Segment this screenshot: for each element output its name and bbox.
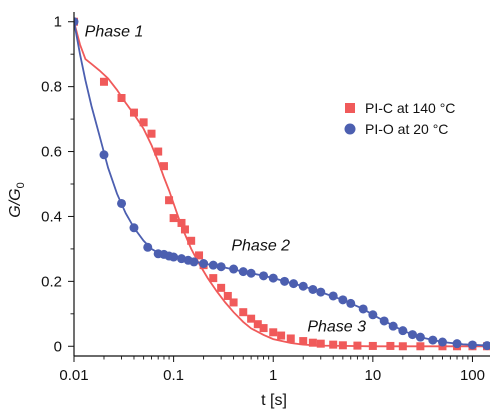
data-point-square (229, 298, 238, 307)
legend-marker-circle (344, 123, 356, 135)
y-axis-title-sub: 0 (15, 182, 27, 188)
data-point-square (316, 339, 325, 348)
data-point-square (165, 196, 174, 205)
y-tick-label: 0 (54, 338, 62, 355)
data-point-square (147, 129, 156, 138)
data-point-square (129, 108, 138, 117)
series-layer (74, 17, 490, 351)
y-tick-label: 0.8 (41, 79, 62, 96)
legend: PI-C at 140 °C PI-O at 20 °C (344, 100, 455, 137)
fit-curve (74, 21, 490, 347)
data-point-square (99, 77, 108, 86)
data-point-circle (143, 242, 153, 252)
axes-layer: 0.01 0.1 1 10 100 0 0.2 0.4 0.6 0.8 1 (41, 12, 490, 384)
x-tick-label: 0.01 (59, 367, 88, 384)
x-tick-label: 10 (365, 367, 382, 384)
data-point-square (223, 291, 232, 300)
series-1 (74, 17, 490, 351)
data-point-square (329, 340, 338, 349)
y-tick-label: 0.4 (41, 208, 62, 225)
legend-label-series-1: PI-C at 140 °C (365, 100, 455, 116)
x-axis-title: t [s] (261, 392, 287, 409)
y-tick-label: 1 (54, 14, 62, 31)
data-point-square (154, 147, 163, 156)
y-axis-title-main: G/G (7, 188, 24, 217)
data-point-square (253, 320, 262, 329)
data-point-square (259, 324, 268, 333)
data-point-square (159, 162, 168, 171)
data-point-square (195, 251, 204, 260)
data-point-square (177, 218, 186, 227)
phase-annotation: Phase 2 (231, 238, 290, 255)
data-point-square (299, 337, 308, 346)
data-point-square (277, 331, 286, 340)
y-tick-label: 0.2 (41, 273, 62, 290)
data-point-square (269, 328, 278, 337)
phase-annotation: Phase 1 (85, 23, 144, 40)
data-point-square (209, 274, 218, 283)
data-point-square (239, 308, 248, 317)
x-tick-label: 1 (269, 367, 277, 384)
data-point-square (308, 338, 317, 347)
data-point-square (180, 225, 189, 234)
series-2 (74, 17, 490, 351)
annotation-layer: Phase 1 Phase 2 Phase 3 (85, 23, 366, 335)
legend-label-series-2: PI-O at 20 °C (365, 121, 448, 137)
phase-annotation: Phase 3 (307, 319, 366, 336)
data-point-square (286, 334, 295, 343)
legend-marker-square (345, 103, 355, 113)
data-point-square (187, 236, 196, 245)
y-axis-title: G/G0 (7, 182, 27, 217)
x-tick-label: 100 (460, 367, 485, 384)
data-point-square (139, 118, 148, 127)
y-tick-label: 0.6 (41, 144, 62, 161)
x-tick-label: 0.1 (163, 367, 184, 384)
fit-curve (74, 21, 490, 348)
data-point-square (169, 214, 178, 223)
data-point-square (217, 283, 226, 292)
data-point-square (247, 314, 256, 323)
